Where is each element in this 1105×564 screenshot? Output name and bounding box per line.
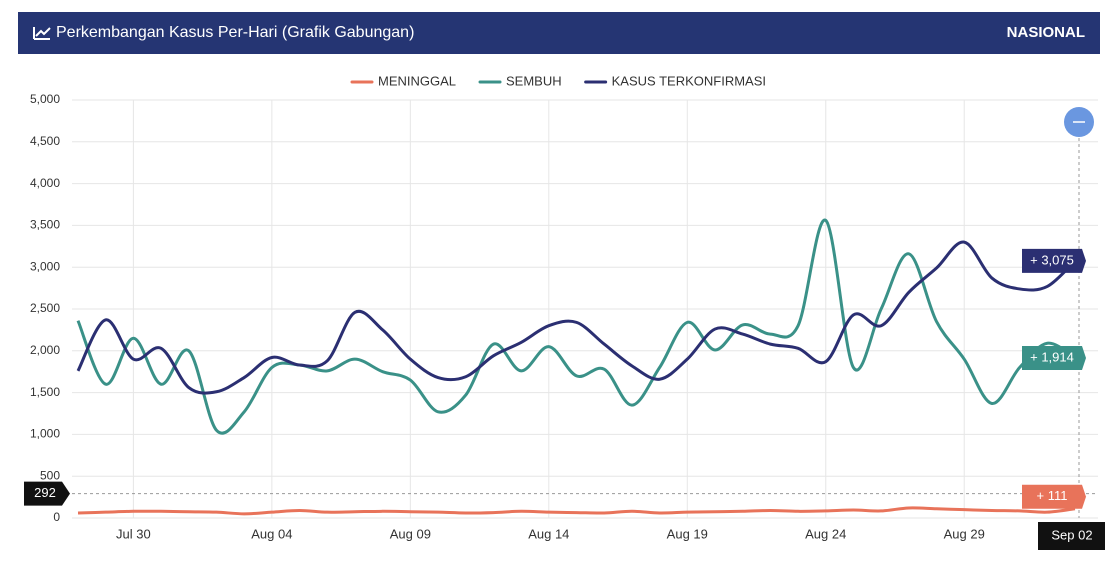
y-tick-label: 1,000 — [30, 427, 60, 441]
x-tick-label: Jul 30 — [116, 526, 151, 541]
y-tick-label: 5,000 — [30, 92, 60, 106]
y-tick-label: 2,000 — [30, 343, 60, 357]
header-region: NASIONAL — [1007, 24, 1085, 41]
legend-label: KASUS TERKONFIRMASI — [612, 73, 766, 88]
legend-label: MENINGGAL — [378, 73, 456, 88]
x-tick-label: Aug 29 — [944, 526, 985, 541]
x-tick-label: Aug 24 — [805, 526, 846, 541]
y-tick-label: 0 — [53, 510, 60, 524]
legend-label: SEMBUH — [506, 73, 562, 88]
y-tick-label: 3,000 — [30, 259, 60, 273]
x-tick-label: Aug 14 — [528, 526, 569, 541]
value-label: + 1,914 — [1030, 349, 1074, 364]
y-tick-label: 4,500 — [30, 134, 60, 148]
y-tick-label: 500 — [40, 468, 60, 482]
y-tick-label: 4,000 — [30, 176, 60, 190]
chart: 0 500 1,000 1,500 2,000 2,500 3,000 3,500 4,000 4… — [24, 73, 1105, 550]
value-label-box — [1022, 484, 1086, 509]
y-tick-label: 3,500 — [30, 218, 60, 232]
chart-icon — [33, 27, 51, 40]
crosshair-y-label: 292 — [34, 485, 56, 500]
series-line — [77, 506, 1076, 516]
header-bar — [18, 12, 1100, 54]
series-line — [76, 240, 1077, 395]
value-label-box — [1022, 345, 1086, 370]
x-tick-label: Aug 19 — [667, 526, 708, 541]
series-line — [76, 218, 1076, 435]
value-label: + 3,075 — [1030, 252, 1074, 267]
value-label-box — [1022, 248, 1086, 273]
header-title: Perkembangan Kasus Per-Hari (Grafik Gabu… — [56, 24, 414, 41]
crosshair-y-box — [24, 481, 70, 506]
x-crosshair-box — [1038, 522, 1105, 550]
value-label: + 111 — [1037, 488, 1068, 503]
x-tick-label: Aug 04 — [251, 526, 292, 541]
y-tick-label: 2,500 — [30, 301, 60, 315]
y-tick-label: 1,500 — [30, 385, 60, 399]
x-tick-label: Sep 02 — [1051, 527, 1092, 542]
x-tick-label: Aug 09 — [390, 526, 431, 541]
